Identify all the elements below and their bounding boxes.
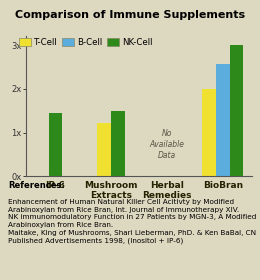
Text: No
Available
Data: No Available Data <box>150 129 185 160</box>
Bar <box>49 113 62 176</box>
Bar <box>112 111 125 176</box>
Bar <box>202 89 216 176</box>
Text: References:: References: <box>8 181 64 190</box>
Bar <box>230 45 243 176</box>
Text: Comparison of Immune Supplements: Comparison of Immune Supplements <box>15 10 245 20</box>
Bar <box>98 123 111 176</box>
Legend: T-Cell, B-Cell, NK-Cell: T-Cell, B-Cell, NK-Cell <box>19 38 152 47</box>
Bar <box>216 64 230 176</box>
Text: Enhancement of Human Natural Killer Cell Acitivty by Modified
Arabinoxylan from : Enhancement of Human Natural Killer Cell… <box>8 199 256 244</box>
